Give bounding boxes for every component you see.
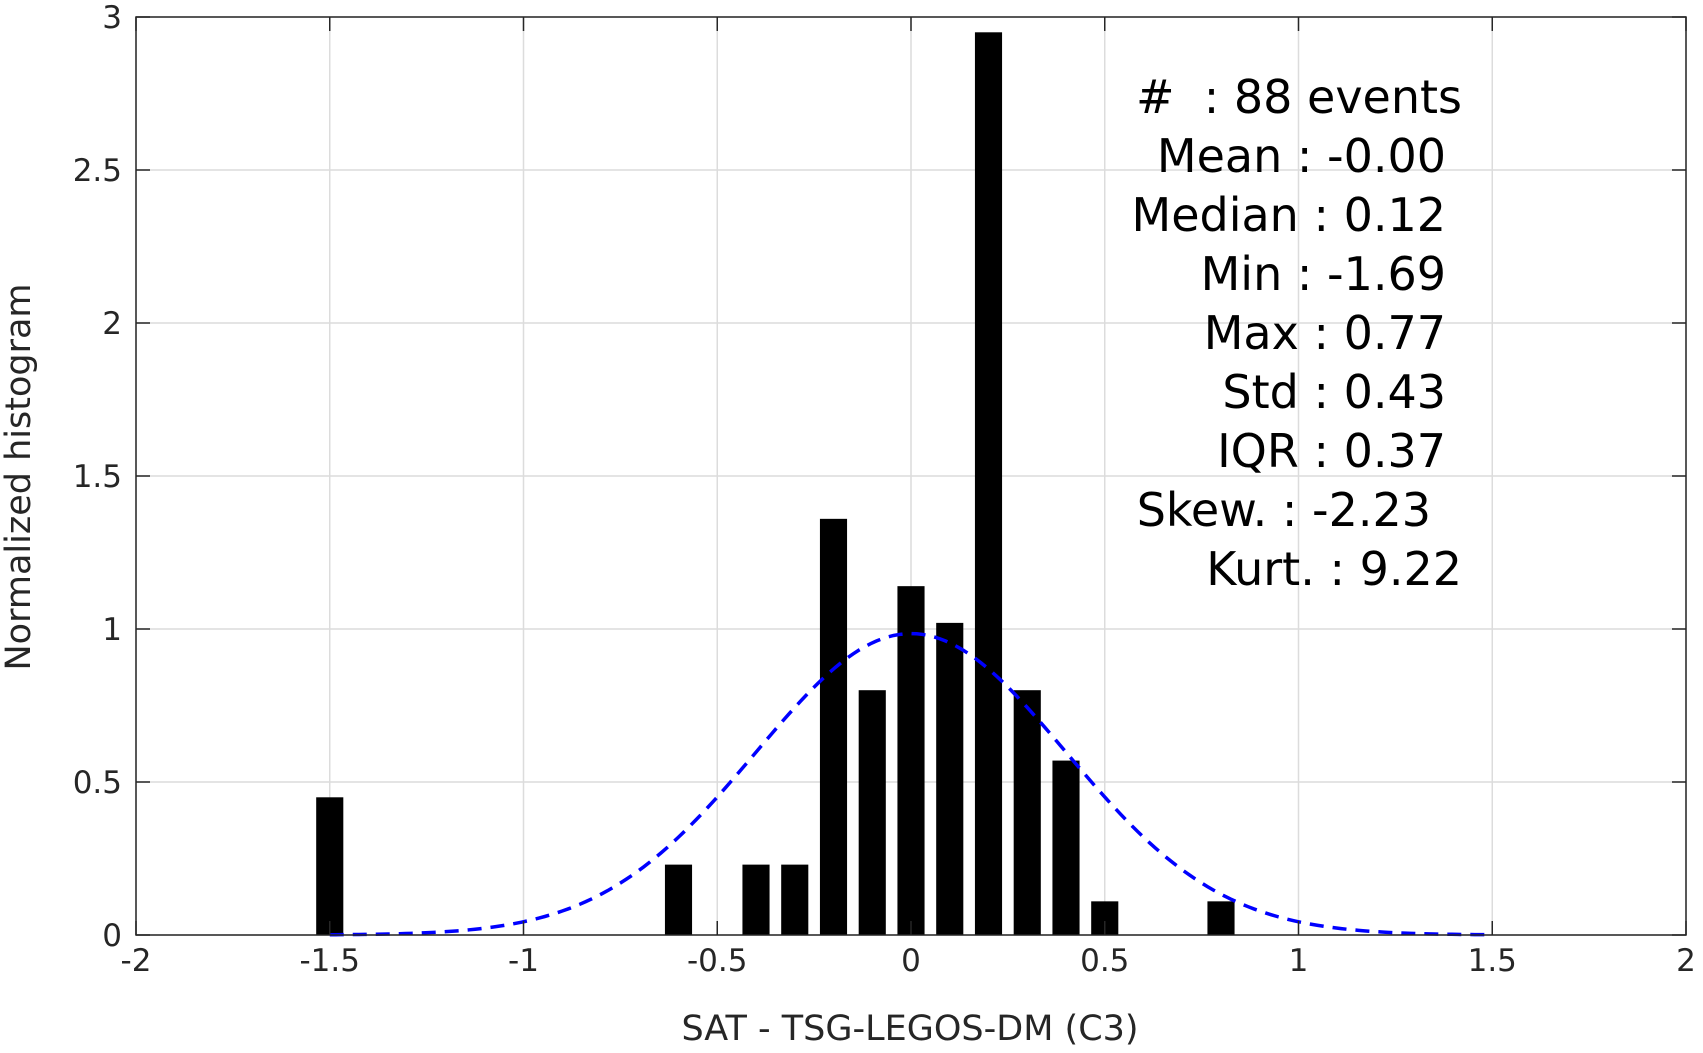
stats-min: Min : -1.69 bbox=[1201, 247, 1446, 301]
stats-iqr: IQR : 0.37 bbox=[1217, 424, 1446, 478]
y-tick-label: 0.5 bbox=[73, 765, 122, 801]
histogram-bars bbox=[316, 32, 1235, 936]
y-tick-label: 3 bbox=[102, 0, 122, 36]
stats-kurt: Kurt. : 9.22 bbox=[1206, 542, 1462, 596]
stats-skew: Skew. : -2.23 bbox=[1137, 483, 1431, 537]
stats-mean: Mean : -0.00 bbox=[1157, 129, 1446, 183]
x-tick-label: -1.5 bbox=[300, 943, 361, 979]
y-tick-label: 0 bbox=[102, 918, 122, 954]
stats-max: Max : 0.77 bbox=[1204, 306, 1446, 360]
histogram-bar bbox=[936, 622, 964, 935]
stats-annotation: # : 88 events Mean : -0.00 Median : 0.12… bbox=[1132, 70, 1462, 596]
y-tick-label: 1.5 bbox=[73, 459, 122, 495]
x-tick-label: -1 bbox=[508, 943, 539, 979]
histogram-bar bbox=[897, 586, 925, 935]
y-axis-title: Normalized histogram bbox=[0, 283, 39, 670]
x-tick-label: 1 bbox=[1289, 943, 1309, 979]
x-tick-label: 2 bbox=[1676, 943, 1696, 979]
histogram-bar bbox=[664, 864, 693, 935]
histogram-bar bbox=[1207, 901, 1235, 935]
x-tick-label: 1.5 bbox=[1468, 943, 1517, 979]
x-axis-title: SAT - TSG-LEGOS-DM (C3) bbox=[681, 1009, 1138, 1049]
histogram-bar bbox=[316, 797, 344, 935]
x-axis-ticks: -2 -1.5 -1 -0.5 0 0.5 1 1.5 2 bbox=[121, 17, 1696, 979]
y-tick-label: 2 bbox=[102, 306, 122, 342]
stats-std: Std : 0.43 bbox=[1222, 365, 1446, 419]
histogram-bar bbox=[819, 518, 848, 935]
histogram-bar bbox=[858, 690, 886, 935]
x-tick-label: 0 bbox=[901, 943, 921, 979]
x-tick-label: 0.5 bbox=[1080, 943, 1129, 979]
y-axis-ticks: 0 0.5 1 1.5 2 2.5 3 bbox=[73, 0, 1686, 954]
histogram-bar bbox=[742, 864, 770, 935]
histogram-bar bbox=[974, 32, 1003, 936]
histogram-bar bbox=[1013, 690, 1041, 935]
y-tick-label: 2.5 bbox=[73, 153, 122, 189]
y-tick-label: 1 bbox=[102, 612, 122, 648]
x-tick-label: -0.5 bbox=[687, 943, 748, 979]
x-tick-label: -2 bbox=[121, 943, 152, 979]
histogram-bar bbox=[1052, 760, 1080, 935]
stats-median: Median : 0.12 bbox=[1132, 188, 1446, 242]
stats-count: # : 88 events bbox=[1136, 70, 1462, 124]
histogram-bar bbox=[781, 864, 809, 935]
